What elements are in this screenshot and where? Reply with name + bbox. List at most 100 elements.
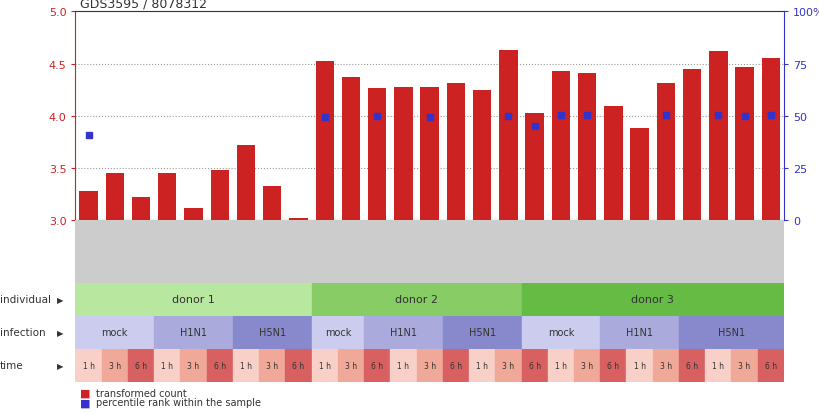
Bar	[311, 316, 364, 349]
Bar	[495, 349, 521, 382]
Text: 3 h: 3 h	[266, 361, 278, 370]
Text: H1N1: H1N1	[626, 328, 652, 337]
Bar	[442, 316, 521, 349]
Bar	[75, 283, 311, 316]
Bar	[206, 349, 233, 382]
Bar	[311, 349, 337, 382]
Bar	[547, 349, 573, 382]
Text: infection: infection	[0, 328, 46, 337]
Bar	[233, 349, 259, 382]
Text: 1 h: 1 h	[83, 361, 94, 370]
Text: mock: mock	[324, 328, 351, 337]
Text: transformed count: transformed count	[96, 387, 187, 398]
Text: 6 h: 6 h	[528, 361, 540, 370]
Bar	[678, 316, 783, 349]
Text: 1 h: 1 h	[319, 361, 330, 370]
Text: percentile rank within the sample: percentile rank within the sample	[96, 397, 260, 408]
Text: H5N1: H5N1	[717, 328, 744, 337]
Bar	[315, 62, 333, 221]
Text: GDS3595 / 8078312: GDS3595 / 8078312	[79, 0, 206, 10]
Text: mock: mock	[102, 328, 128, 337]
Text: donor 2: donor 2	[395, 294, 437, 304]
Bar	[132, 198, 150, 221]
Text: 3 h: 3 h	[423, 361, 435, 370]
Text: 6 h: 6 h	[292, 361, 304, 370]
Text: 1 h: 1 h	[476, 361, 487, 370]
Bar	[626, 349, 652, 382]
Text: 3 h: 3 h	[109, 361, 120, 370]
Text: 1 h: 1 h	[397, 361, 409, 370]
Bar	[577, 74, 595, 221]
Bar	[368, 88, 386, 221]
Text: 3 h: 3 h	[188, 361, 199, 370]
Bar	[521, 283, 783, 316]
Bar	[259, 349, 285, 382]
Text: 6 h: 6 h	[214, 361, 225, 370]
Bar	[656, 83, 674, 221]
Text: 6 h: 6 h	[450, 361, 461, 370]
Text: 3 h: 3 h	[738, 361, 749, 370]
Bar	[75, 349, 102, 382]
Bar	[154, 349, 180, 382]
Text: ▶: ▶	[57, 295, 64, 304]
Bar	[416, 349, 442, 382]
Bar	[521, 349, 547, 382]
Text: 1 h: 1 h	[712, 361, 723, 370]
Bar	[233, 316, 311, 349]
Bar	[342, 78, 360, 221]
Text: H5N1: H5N1	[468, 328, 495, 337]
Bar	[525, 114, 543, 221]
Bar	[158, 174, 176, 221]
Text: 1 h: 1 h	[554, 361, 566, 370]
Text: individual: individual	[0, 294, 51, 304]
Text: 3 h: 3 h	[659, 361, 671, 370]
Text: ▶: ▶	[57, 328, 64, 337]
Text: 6 h: 6 h	[607, 361, 618, 370]
Text: H5N1: H5N1	[258, 328, 286, 337]
Text: 1 h: 1 h	[633, 361, 645, 370]
Bar	[263, 187, 281, 221]
Text: donor 1: donor 1	[172, 294, 215, 304]
Bar	[337, 349, 364, 382]
Text: 3 h: 3 h	[345, 361, 356, 370]
Bar	[364, 316, 442, 349]
Text: 6 h: 6 h	[764, 361, 776, 370]
Text: mock: mock	[547, 328, 573, 337]
Bar	[154, 316, 233, 349]
Text: ■: ■	[79, 397, 90, 408]
Bar	[708, 52, 726, 221]
Bar	[184, 209, 202, 221]
Bar	[180, 349, 206, 382]
Text: ■: ■	[79, 387, 90, 398]
Bar	[499, 51, 517, 221]
Bar	[678, 349, 704, 382]
Bar	[731, 349, 757, 382]
Bar	[289, 219, 307, 221]
Text: 1 h: 1 h	[161, 361, 173, 370]
Text: 3 h: 3 h	[502, 361, 514, 370]
Bar	[390, 349, 416, 382]
Bar	[630, 129, 648, 221]
Text: 1 h: 1 h	[240, 361, 251, 370]
Bar	[442, 349, 468, 382]
Bar	[757, 349, 783, 382]
Bar	[652, 349, 678, 382]
Bar	[420, 88, 438, 221]
Text: time: time	[0, 361, 24, 370]
Bar	[285, 349, 311, 382]
Bar	[521, 316, 600, 349]
Bar	[682, 70, 700, 221]
Bar	[704, 349, 731, 382]
Text: 6 h: 6 h	[686, 361, 697, 370]
Bar	[311, 283, 521, 316]
Bar	[468, 349, 495, 382]
Bar	[446, 83, 464, 221]
Bar	[237, 146, 255, 221]
Bar	[735, 68, 753, 221]
Bar	[394, 88, 412, 221]
Text: 6 h: 6 h	[371, 361, 382, 370]
Bar	[551, 72, 569, 221]
Bar	[102, 349, 128, 382]
Bar	[600, 316, 678, 349]
Bar	[600, 349, 626, 382]
